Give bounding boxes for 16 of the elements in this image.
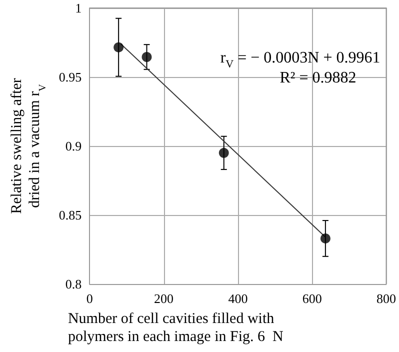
y-tick-label: 0.8 — [65, 276, 82, 292]
y-tick-label: 0.85 — [58, 208, 82, 222]
x-axis-title: Number of cell cavities filled with polymers in each image in Fig. 6 N — [68, 310, 284, 345]
point — [320, 233, 330, 244]
x-tick-label: 200 — [154, 291, 174, 306]
point — [218, 148, 229, 158]
point — [142, 52, 152, 62]
y-tick-label: 0.9 — [65, 138, 82, 154]
y-tick-label: 0.95 — [58, 70, 82, 84]
x-tick-label: 400 — [228, 291, 248, 306]
x-tick-label: 800 — [376, 291, 396, 306]
point — [114, 42, 124, 52]
x-tick-label: 600 — [302, 291, 322, 306]
y-tick-label: 1 — [75, 0, 82, 16]
annotation: R² = 0.9882 — [280, 70, 356, 86]
x-tick-label: 0 — [86, 291, 93, 306]
